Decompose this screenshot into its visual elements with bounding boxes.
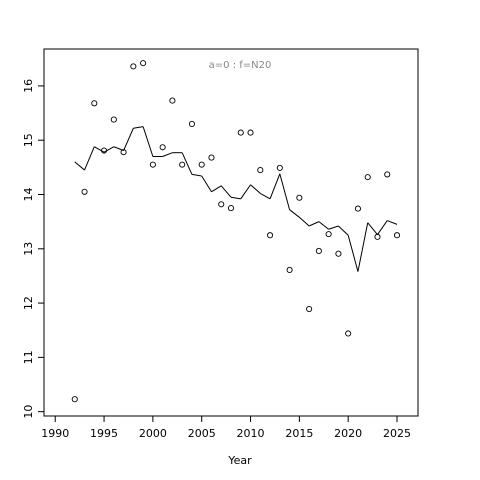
x-tick-label: 2020	[334, 427, 362, 440]
scatter-point	[325, 231, 332, 238]
line-segment	[318, 221, 329, 230]
line-segment	[387, 220, 398, 225]
scatter-point	[286, 266, 293, 274]
scatter-series	[71, 60, 401, 403]
scatter-point	[276, 164, 283, 171]
line-segment	[220, 185, 232, 198]
scatter-point	[335, 250, 342, 257]
scatter-point	[374, 233, 381, 240]
line-segment	[142, 126, 154, 157]
scatter-point	[130, 63, 137, 70]
scatter-point	[257, 167, 264, 174]
scatter-point	[120, 149, 127, 156]
line-segment	[103, 146, 115, 153]
line-segment	[328, 225, 339, 230]
line-segment	[240, 184, 251, 200]
x-tick-label: 2010	[237, 427, 265, 440]
scatter-point	[237, 129, 244, 136]
line-segment	[347, 235, 359, 272]
scatter-point	[227, 205, 235, 212]
line-segment	[230, 196, 241, 200]
line-segment	[133, 126, 144, 129]
scatter-point	[364, 174, 371, 181]
scatter-point	[159, 144, 166, 151]
y-axis: 10 11 12 13 14 15 16	[22, 79, 44, 419]
line-segment	[123, 128, 134, 151]
scatter-point	[345, 330, 352, 337]
x-tick-label: 1995	[90, 427, 118, 440]
scatter-point	[140, 60, 147, 67]
scatter-point	[393, 232, 401, 239]
line-segment	[260, 192, 271, 200]
line-segment	[162, 152, 173, 157]
y-tick-label: 15	[22, 133, 35, 147]
scatter-point	[315, 247, 322, 255]
scatter-point	[110, 116, 117, 123]
scatter-point	[71, 396, 78, 403]
scatter-point	[306, 305, 313, 313]
line-segment	[299, 216, 310, 227]
scatter-point	[149, 161, 156, 168]
line-segment	[367, 222, 378, 235]
line-segment	[191, 173, 202, 177]
line-segment	[279, 173, 291, 210]
scatter-point	[198, 161, 205, 168]
scatter-point	[91, 100, 98, 107]
x-axis: 1990 1995 2000 2005 2010 2015 2020 2025	[41, 416, 411, 440]
scatter-point	[247, 129, 254, 136]
trend-series	[74, 126, 398, 272]
scatter-point	[267, 232, 274, 239]
line-segment	[201, 175, 212, 193]
line-segment	[289, 209, 300, 218]
line-segment	[181, 152, 193, 175]
y-tick-label: 11	[22, 350, 35, 364]
scatter-point	[296, 194, 303, 201]
y-tick-label: 12	[22, 296, 35, 310]
y-tick-label: 13	[22, 242, 35, 256]
line-segment	[84, 146, 95, 171]
line-segment	[211, 185, 222, 193]
y-tick-label: 10	[22, 405, 35, 419]
x-tick-label: 1990	[41, 427, 69, 440]
scatter-point	[188, 120, 195, 127]
x-axis-label: Year	[227, 454, 252, 467]
line-segment	[377, 220, 388, 235]
line-segment	[94, 146, 105, 153]
x-tick-label: 2005	[188, 427, 216, 440]
line-segment	[338, 225, 349, 236]
chart-annotation: a=0 : f=N20	[209, 60, 272, 71]
line-segment	[357, 222, 369, 272]
scatter-point	[208, 154, 215, 161]
line-segment	[250, 184, 261, 194]
line-segment	[308, 221, 320, 227]
scatter-point	[81, 188, 88, 195]
scatter-point	[384, 171, 391, 178]
y-tick-label: 16	[22, 79, 35, 93]
line-segment	[269, 173, 281, 200]
x-tick-label: 2015	[285, 427, 313, 440]
scatter-point	[354, 205, 361, 212]
x-tick-label: 2000	[139, 427, 167, 440]
scatter-point	[179, 161, 186, 168]
line-segment	[74, 161, 85, 171]
x-tick-label: 2025	[383, 427, 411, 440]
scatter-point	[218, 201, 225, 208]
scatter-point	[169, 97, 176, 104]
y-tick-label: 14	[22, 187, 35, 201]
plot-frame	[43, 48, 419, 417]
scatter-point	[101, 147, 108, 154]
